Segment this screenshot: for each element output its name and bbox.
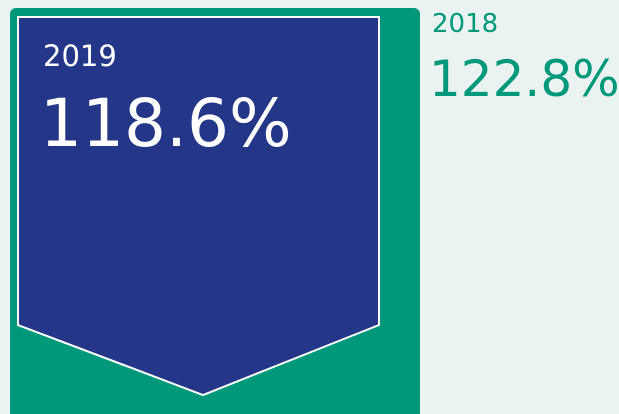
current-year: 2019 bbox=[43, 39, 117, 73]
previous-year: 2018 bbox=[432, 9, 498, 39]
current-value: 118.6% bbox=[40, 85, 292, 162]
previous-value: 122.8% bbox=[429, 50, 619, 108]
blue-banner bbox=[17, 16, 380, 397]
